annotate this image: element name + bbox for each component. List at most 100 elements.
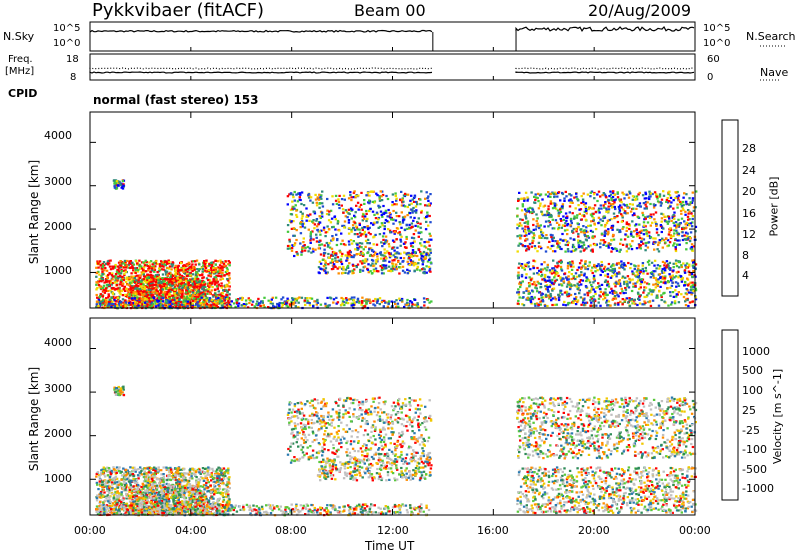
power-cell [582,192,585,195]
power-cell [329,209,333,212]
power-cell [162,292,165,295]
power-cell [205,270,208,273]
power-cell [103,281,106,284]
power-cell [610,218,613,221]
power-cell [152,261,156,264]
power-cell [134,287,137,290]
power-cell [605,210,608,213]
power-cell [530,211,533,214]
power-cell [286,195,290,198]
power-cell [592,274,596,277]
power-cell [209,304,213,307]
power-cell [594,210,598,213]
power-cell [565,219,568,222]
power-cell [278,304,281,307]
power-cell [102,298,105,301]
power-cell [376,194,379,197]
power-cell [548,276,551,279]
power-cell [346,302,350,305]
power-cell [407,255,411,258]
power-cell [110,296,113,299]
power-cell [138,276,142,280]
power-cell [215,296,218,299]
power-cell [632,207,635,210]
power-cell [149,276,152,279]
power-cell [373,270,376,273]
power-cell [563,199,566,202]
power-cell [149,289,152,292]
power-cell [614,297,618,300]
power-cell [564,243,567,246]
power-cell [135,267,139,270]
power-cell [685,226,688,229]
power-cell [165,284,168,288]
power-cell [343,304,346,307]
power-cell [585,279,588,283]
power-cell [560,279,563,282]
power-cell [327,256,331,259]
power-cell [356,248,359,251]
power-cell [625,250,629,253]
power-cell [665,266,668,269]
power-cell [408,212,412,215]
power-cell [196,291,199,294]
power-cell [196,295,199,298]
power-cell [320,243,324,246]
power-cell [203,260,206,263]
power-cell [211,281,214,284]
power-cell [306,245,310,249]
power-cell [533,195,536,198]
power-cell [213,298,216,302]
power-cell [161,277,164,280]
power-cell [641,194,645,197]
power-cell [111,278,114,281]
power-cell [578,262,582,265]
power-cell [538,269,541,272]
power-cell [564,212,568,215]
power-cell [644,244,648,247]
power-cell [383,254,386,257]
power-cell [185,274,189,278]
power-cell [672,221,675,224]
power-cell [607,199,610,202]
power-cell [420,254,424,258]
power-cell [633,213,636,216]
power-cell [330,247,334,250]
power-cell [607,210,610,213]
power-cell [109,279,112,282]
power-cell [555,192,558,195]
power-cell [632,285,635,288]
power-cell [547,225,550,228]
power-cell [376,255,379,258]
power-cell [174,268,178,271]
power-cell [140,265,143,268]
power-cell [572,301,575,304]
power-cell [401,197,404,200]
power-cell [229,305,233,308]
power-cell [221,285,224,288]
power-cell [366,238,370,241]
power-cell [672,207,675,210]
power-cell [661,237,664,240]
power-cell [295,251,298,254]
power-cell [258,302,262,305]
power-cell [412,200,416,203]
power-cell [196,268,199,271]
power-cell [221,292,225,295]
power-cell [119,262,122,265]
power-cell [280,306,284,309]
power-cell [158,293,161,296]
power-cell [394,192,397,195]
power-cell [350,304,353,307]
power-cell [579,239,582,243]
power-cell [607,208,611,211]
power-cell [286,305,290,308]
power-cell [670,303,673,306]
power-cell [326,271,329,274]
power-cell [627,261,630,265]
power-cell [202,285,205,288]
power-cell [192,286,195,289]
power-cell [201,267,204,271]
power-cell [176,272,179,276]
power-cell [562,281,566,284]
